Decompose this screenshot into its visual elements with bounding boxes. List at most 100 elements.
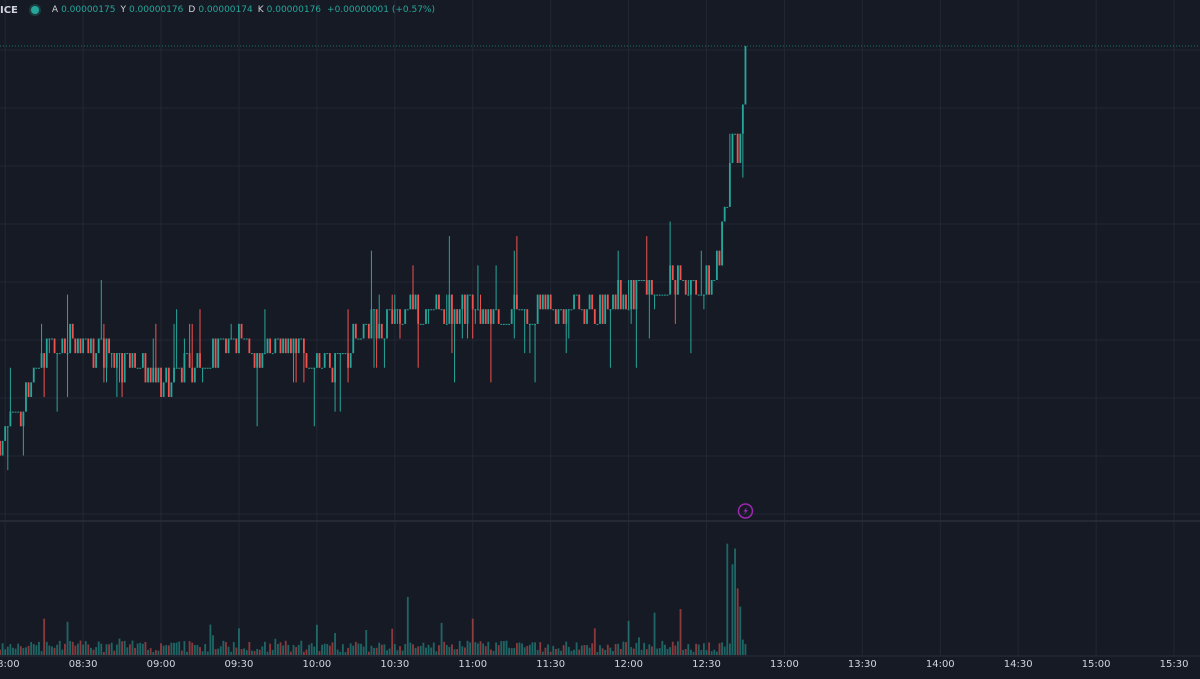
candle-body: [136, 367, 139, 369]
volume-bar: [222, 640, 225, 655]
candle-body: [453, 309, 456, 324]
volume-bar: [547, 644, 549, 655]
candle-body: [715, 250, 718, 280]
volume-bar: [305, 649, 308, 655]
volume-bar: [713, 649, 716, 655]
volume-bar: [396, 650, 399, 655]
candle-body: [645, 280, 648, 295]
candle-body: [427, 309, 430, 311]
volume-bar: [162, 645, 165, 655]
candle-body: [438, 294, 440, 310]
candle-body: [269, 338, 272, 354]
volume-bar: [583, 645, 586, 655]
candle-body: [209, 367, 212, 369]
candle-body: [502, 323, 505, 325]
open-value: 0.00000175: [61, 5, 116, 15]
candle-body: [456, 309, 459, 324]
candle-body: [625, 294, 627, 310]
volume-bar: [66, 621, 69, 655]
volume-bar: [674, 645, 677, 655]
candle-body: [513, 294, 516, 310]
symbol-label[interactable]: ICE: [0, 4, 18, 16]
candle-body: [35, 367, 38, 369]
candle-body: [97, 338, 100, 354]
candle-body: [482, 309, 485, 324]
candle-body: [149, 367, 152, 383]
candle-body: [115, 353, 118, 368]
candle-body: [409, 294, 412, 310]
candle-body: [690, 280, 692, 295]
candle-body: [315, 353, 318, 368]
volume-bar: [526, 645, 529, 655]
volume-bar: [90, 647, 92, 655]
volume-bar: [739, 606, 742, 655]
volume-bar: [339, 651, 342, 655]
volume-bar: [178, 641, 181, 655]
candle-body: [225, 338, 227, 354]
volume-bar: [365, 629, 368, 655]
volume-bar: [515, 643, 518, 655]
candle-body: [495, 309, 498, 311]
candle-body: [562, 309, 565, 324]
volume-bar: [456, 649, 459, 655]
volume-bar: [58, 640, 61, 655]
volume-bar: [128, 644, 131, 655]
candle-body: [51, 338, 53, 340]
volume-bar: [82, 644, 85, 655]
volume-bar: [290, 651, 292, 655]
volume-bar: [360, 643, 362, 655]
candle-body: [48, 338, 51, 340]
candle-body: [128, 353, 131, 368]
volume-bar: [243, 648, 246, 655]
candle-body: [505, 323, 508, 325]
volume-bar: [362, 646, 365, 655]
candle-body: [373, 309, 375, 311]
volume-bar: [726, 543, 729, 655]
x-tick-label: 12:30: [692, 659, 721, 670]
candle-body: [258, 353, 261, 368]
volume-bar: [84, 641, 87, 655]
volume-bar: [199, 647, 201, 655]
volume-bar: [352, 645, 355, 655]
candle-body: [123, 353, 126, 383]
candle-body: [6, 426, 9, 428]
candle-body: [14, 411, 17, 413]
volume-bar: [256, 648, 259, 655]
volume-bar: [271, 649, 274, 655]
candle-body: [235, 338, 238, 354]
volume-bar: [240, 649, 243, 655]
candle-body: [380, 323, 383, 339]
volume-bar: [593, 628, 596, 655]
candle-body: [466, 294, 469, 324]
open-key: A: [51, 5, 59, 15]
candle-body: [227, 338, 230, 354]
volume-bar: [682, 649, 685, 655]
candle-body: [206, 367, 209, 369]
volume-bar: [671, 641, 674, 655]
volume-bar: [318, 651, 321, 655]
candle-body: [253, 353, 256, 368]
volume-bar: [251, 650, 253, 655]
change-value: +0.00000001 (+0.57%): [327, 5, 435, 15]
candle-body: [619, 280, 622, 310]
candle-body: [295, 338, 298, 354]
volume-bar: [687, 644, 690, 655]
volume-bar: [500, 640, 503, 655]
candle-body: [490, 309, 492, 324]
candle-body: [687, 294, 690, 296]
x-tick-label: 08:00: [0, 659, 20, 670]
candle-body: [347, 353, 349, 368]
candle-body: [404, 309, 407, 324]
volume-bar: [139, 642, 142, 655]
volume-bar: [596, 651, 599, 655]
volume-bar: [386, 650, 388, 655]
volume-bar: [9, 644, 12, 655]
candle-body: [526, 309, 529, 324]
volume-bar: [282, 645, 285, 655]
candle-body: [708, 265, 710, 295]
candle-body: [399, 309, 401, 324]
candle-body: [422, 323, 425, 325]
candle-body: [700, 294, 703, 296]
